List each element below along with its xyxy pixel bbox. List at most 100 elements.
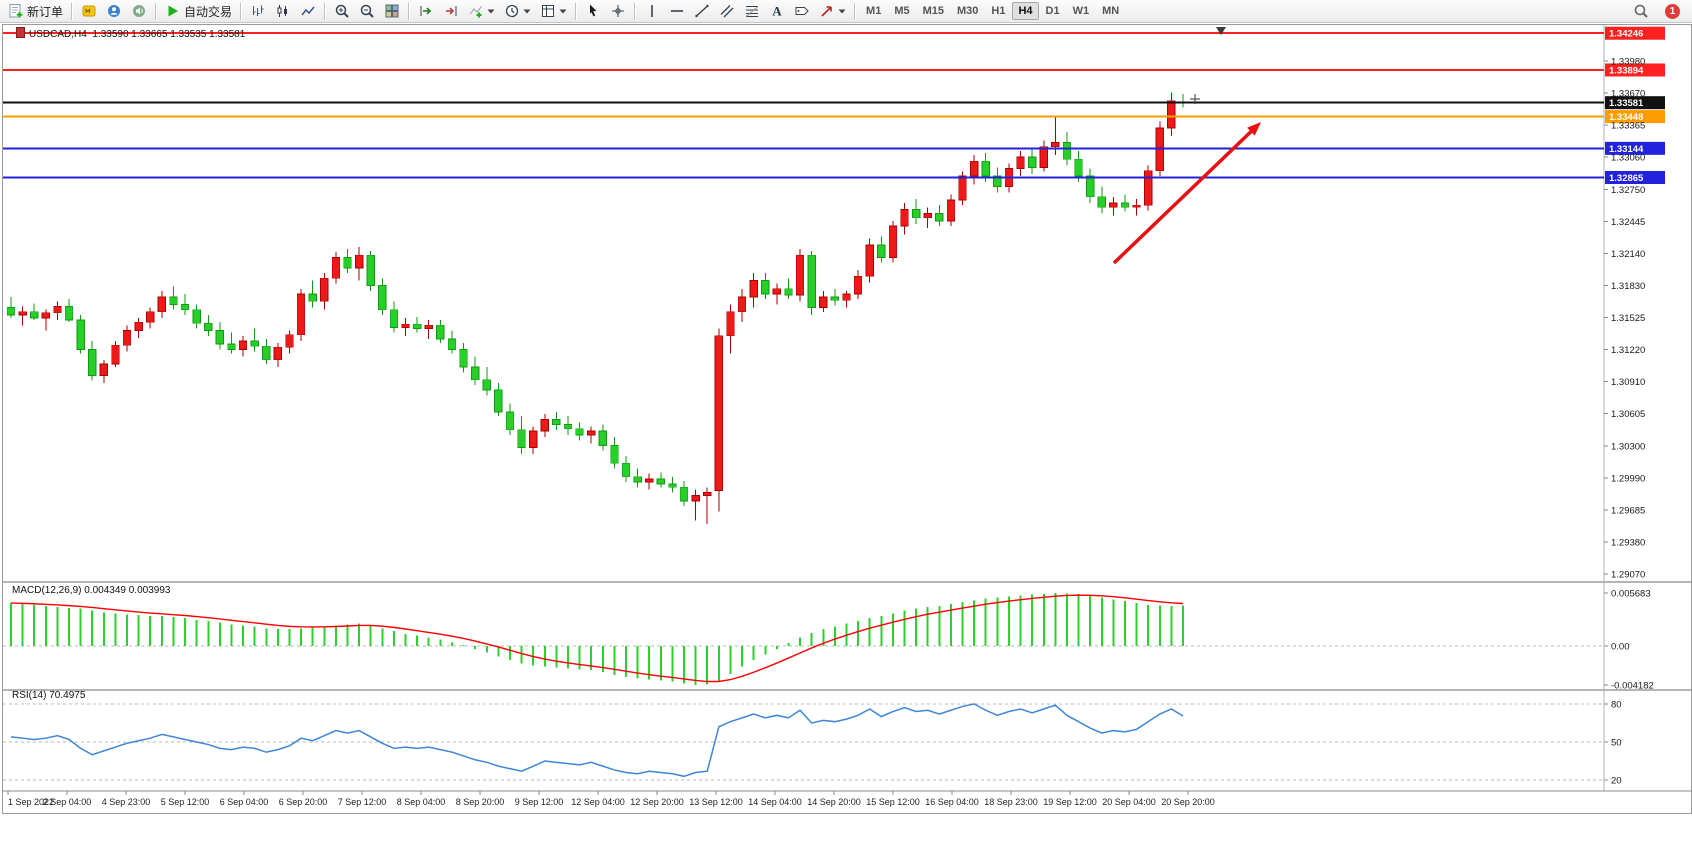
timeframe-d1[interactable]: D1	[1045, 5, 1060, 17]
label-button[interactable]	[790, 1, 814, 22]
bid-price-line[interactable]: 1.33581	[3, 96, 1665, 110]
vertical-line-button[interactable]	[640, 1, 664, 22]
toolbar-right: 1	[1629, 1, 1688, 22]
zoom-in-icon	[334, 3, 350, 19]
timeframe-m1[interactable]: M1	[866, 5, 882, 17]
svg-text:14 Sep 20:00: 14 Sep 20:00	[807, 797, 861, 807]
cursor-cross-marker	[1190, 94, 1200, 104]
toolbar-separator	[575, 2, 578, 20]
price-chart[interactable]: 1.34246 1.33894 1.33581 1.33448 1.33144 1.328…	[3, 25, 1691, 813]
resistance-line-1-tag-label: 1.34246	[1609, 29, 1643, 40]
zoom-out-icon	[359, 3, 375, 19]
chart-shift-marker[interactable]	[1216, 27, 1226, 35]
timeframe-m30[interactable]: M30	[957, 5, 979, 17]
caret-icon	[523, 7, 531, 15]
bar-chart-button[interactable]	[246, 1, 270, 22]
notification-badge[interactable]: 1	[1665, 3, 1680, 19]
pane-separator-macd[interactable]	[3, 581, 1691, 583]
svg-text:1.30300: 1.30300	[1611, 441, 1645, 452]
tile-windows-button[interactable]	[380, 1, 404, 22]
svg-text:5 Sep 12:00: 5 Sep 12:00	[161, 797, 210, 807]
timeframe-m15[interactable]: M15	[922, 5, 944, 17]
support-line-2-tag-label: 1.32865	[1609, 173, 1644, 184]
timeframe-w1[interactable]: W1	[1072, 5, 1090, 17]
zoom-in-button[interactable]	[330, 1, 354, 22]
svg-text:1.33980: 1.33980	[1611, 57, 1645, 68]
candlestick-chart-button[interactable]	[271, 1, 295, 22]
price-scale[interactable]: 1.33980 1.33670 1.33365 1.33060 1.32750 1.324…	[1604, 57, 1645, 581]
mql-community-button[interactable]	[77, 1, 101, 22]
toolbar-separator	[155, 2, 158, 20]
rsi-pane: 80 50 20	[3, 699, 1622, 787]
svg-text:20 Sep 04:00: 20 Sep 04:00	[1102, 797, 1156, 807]
svg-text:A: A	[772, 4, 782, 19]
timeframe-h1[interactable]: H1	[991, 5, 1006, 17]
chart-shift-button[interactable]	[439, 1, 463, 22]
svg-text:6 Sep 20:00: 6 Sep 20:00	[279, 797, 328, 807]
indicators-icon	[468, 3, 484, 19]
horizontal-line-button[interactable]	[665, 1, 689, 22]
support-button[interactable]	[102, 1, 126, 22]
zoom-out-button[interactable]	[355, 1, 379, 22]
svg-text:0.00: 0.00	[1611, 642, 1630, 653]
timeframe-m5[interactable]: M5	[894, 5, 910, 17]
svg-text:1.29070: 1.29070	[1611, 570, 1645, 581]
channel-icon	[719, 3, 735, 19]
svg-text:18 Sep 23:00: 18 Sep 23:00	[984, 797, 1038, 807]
autotrading-button-label: 自动交易	[184, 4, 233, 19]
new-order-icon	[8, 3, 24, 19]
resistance-line-2[interactable]: 1.33894	[3, 63, 1665, 77]
text-button[interactable]: A	[765, 1, 789, 22]
main-toolbar: 新订单 自动交易 A M1 M5 M15 M30 H1 H4 D1 W1 MN 1	[0, 0, 1692, 23]
auto-scroll-button[interactable]	[414, 1, 438, 22]
new-order-button[interactable]: 新订单	[4, 1, 67, 22]
svg-text:1.30910: 1.30910	[1611, 377, 1645, 388]
svg-text:12 Sep 04:00: 12 Sep 04:00	[571, 797, 625, 807]
arrows-button[interactable]	[815, 1, 850, 22]
macd-pane: 0.005683 0.00 -0.004182	[3, 589, 1654, 692]
periods-button[interactable]	[500, 1, 535, 22]
search-button[interactable]	[1629, 1, 1653, 22]
news-button[interactable]	[127, 1, 151, 22]
crosshair-button[interactable]	[606, 1, 630, 22]
autotrading-button[interactable]: 自动交易	[161, 1, 236, 22]
support-line-1-tag	[1605, 141, 1665, 155]
trend-arrow-annotation[interactable]	[1112, 122, 1261, 265]
svg-text:4 Sep 23:00: 4 Sep 23:00	[102, 797, 151, 807]
cursor-button[interactable]	[581, 1, 605, 22]
svg-text:6 Sep 04:00: 6 Sep 04:00	[220, 797, 269, 807]
svg-text:1.30605: 1.30605	[1611, 409, 1645, 420]
fibonacci-button[interactable]	[740, 1, 764, 22]
toolbar-separator	[634, 2, 637, 20]
sound-icon	[131, 3, 147, 19]
svg-text:1.33670: 1.33670	[1611, 89, 1645, 100]
resistance-line-2-tag-label: 1.33894	[1609, 65, 1644, 76]
svg-text:1.29380: 1.29380	[1611, 537, 1645, 548]
svg-text:1.29990: 1.29990	[1611, 473, 1645, 484]
indicators-button[interactable]	[464, 1, 499, 22]
support-line-1[interactable]: 1.33144	[3, 141, 1665, 155]
svg-text:50: 50	[1611, 738, 1622, 749]
svg-text:2 Sep 04:00: 2 Sep 04:00	[43, 797, 92, 807]
chart-window[interactable]: 1.34246 1.33894 1.33581 1.33448 1.33144 1.328…	[2, 24, 1692, 814]
cursor-icon	[585, 3, 601, 19]
channel-button[interactable]	[715, 1, 739, 22]
templates-button[interactable]	[536, 1, 571, 22]
template-icon	[540, 3, 556, 19]
timeframe-h4[interactable]: H4	[1012, 2, 1039, 20]
svg-text:12 Sep 20:00: 12 Sep 20:00	[630, 797, 684, 807]
textA-icon: A	[769, 3, 785, 19]
svg-text:0.005683: 0.005683	[1611, 589, 1651, 600]
svg-text:13 Sep 12:00: 13 Sep 12:00	[689, 797, 743, 807]
orange-level-line[interactable]: 1.33448	[3, 110, 1665, 124]
resistance-line-1[interactable]: 1.34246	[3, 26, 1665, 40]
trendline-button[interactable]	[690, 1, 714, 22]
line-chart-button[interactable]	[296, 1, 320, 22]
timeframe-mn[interactable]: MN	[1102, 5, 1120, 17]
macd-histogram	[10, 593, 1184, 686]
svg-text:1.31220: 1.31220	[1611, 345, 1645, 356]
support-line-2[interactable]: 1.32865	[3, 170, 1665, 184]
pane-separator-rsi[interactable]	[3, 689, 1691, 691]
